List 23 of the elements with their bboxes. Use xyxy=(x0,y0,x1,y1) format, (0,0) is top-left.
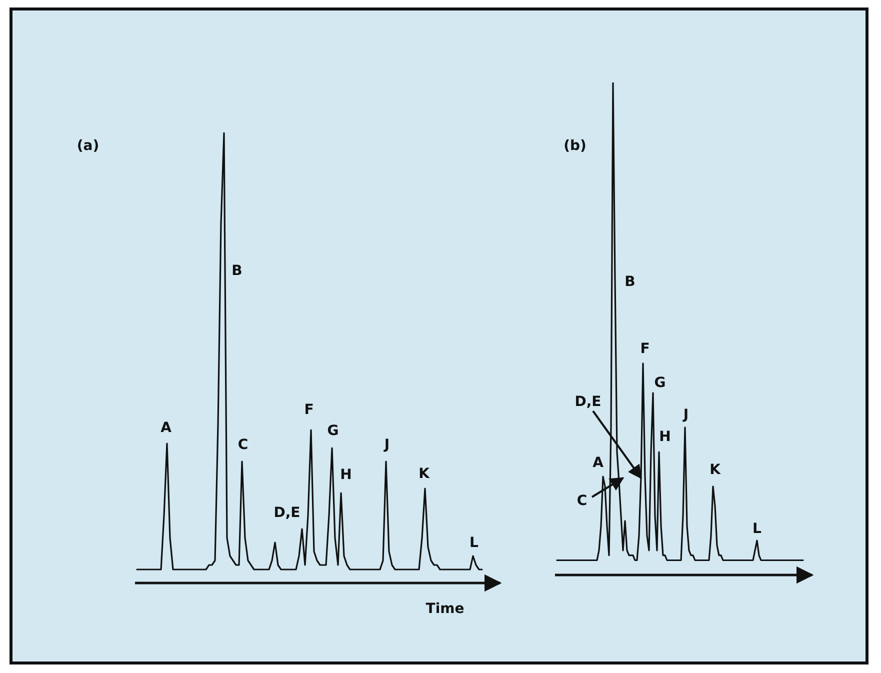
annotation: D,E xyxy=(274,505,300,521)
annotation: H xyxy=(340,467,352,483)
annotation: A xyxy=(160,420,172,436)
annotation: C xyxy=(576,493,588,509)
annotation: G xyxy=(654,375,666,391)
annotation: F xyxy=(304,402,314,418)
text: (a) xyxy=(76,138,100,154)
annotation: H xyxy=(659,429,671,445)
annotation: D,E xyxy=(574,394,602,410)
annotation: K xyxy=(710,462,722,478)
annotation: J xyxy=(682,407,689,423)
annotation: J xyxy=(383,437,390,453)
annotation: G xyxy=(327,423,339,439)
annotation: B xyxy=(232,263,242,279)
annotation: A xyxy=(592,455,604,471)
annotation: (b) xyxy=(564,138,586,154)
annotation: L xyxy=(752,521,762,537)
annotation: K xyxy=(418,466,431,482)
x-axis-title: Time xyxy=(426,601,464,617)
annotation: C xyxy=(238,437,248,453)
annotation: L xyxy=(470,535,479,551)
annotation: B xyxy=(624,274,636,290)
annotation: F xyxy=(640,341,650,357)
